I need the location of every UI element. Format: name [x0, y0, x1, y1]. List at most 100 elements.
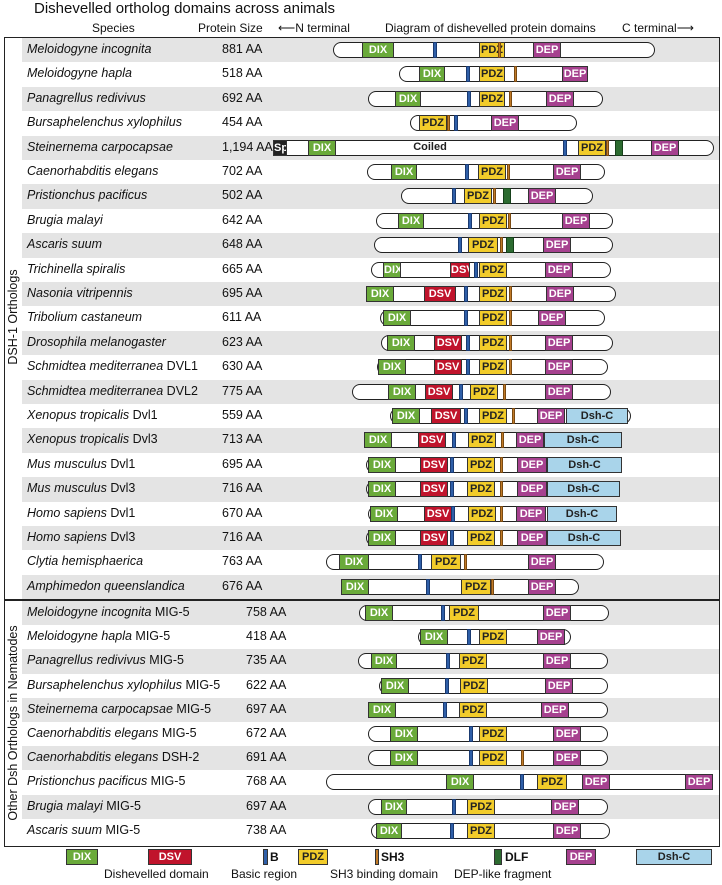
dix-domain: DIX	[390, 750, 418, 767]
dix-domain: DIX	[381, 798, 407, 815]
dep-domain: DEP	[553, 822, 581, 839]
protein-size: 559 AA	[222, 408, 263, 422]
dix-domain: DIX	[368, 456, 396, 473]
basic-region	[474, 261, 478, 278]
dep-domain: DEP	[551, 798, 579, 815]
basic-region	[458, 237, 462, 254]
species-name: Panagrellus redivivus	[27, 90, 146, 105]
dep-domain: DEP	[545, 677, 573, 694]
pdz-domain: PDZ	[419, 115, 447, 132]
dep-domain: DEP	[517, 481, 547, 498]
dsh-c-domain: Dsh-C	[547, 481, 620, 498]
dix-domain: DIX	[376, 822, 402, 839]
basic-region	[467, 629, 471, 646]
protein-size: 716 AA	[222, 530, 263, 544]
sh3-binding	[500, 505, 503, 522]
species-name: Clytia hemisphaerica	[27, 554, 144, 569]
dix-domain: DIX	[365, 605, 393, 621]
dsh-c-domain: Dsh-C	[544, 432, 622, 449]
species-name: Schmidtea mediterranea DVL1	[27, 359, 198, 374]
pdz-domain: PDZ	[431, 554, 461, 571]
dep-domain: DEP	[562, 212, 590, 229]
sh3-binding	[500, 481, 503, 498]
dix-domain: DIX	[395, 90, 421, 107]
dep-domain: DEP	[528, 554, 556, 571]
dep-domain: DEP	[562, 66, 588, 83]
legend-basic-desc: Basic region	[231, 867, 298, 881]
basic-region	[466, 334, 470, 351]
protein-size: 418 AA	[246, 629, 287, 644]
legend-dlf-swatch	[494, 849, 502, 865]
species-name: Homo sapiens Dvl3	[27, 530, 136, 544]
dix-domain: DIX	[362, 42, 394, 58]
basic-region	[446, 653, 450, 670]
dix-domain: DIX	[381, 677, 409, 694]
sh3-binding	[500, 456, 503, 473]
sh3-binding	[507, 164, 510, 180]
dep-domain: DEP	[537, 629, 565, 646]
species-name: Caenorhabditis elegans DSH-2	[27, 750, 200, 765]
basic-region	[441, 605, 445, 621]
protein-size: 692 AA	[222, 90, 263, 105]
dix-domain: DIX	[368, 530, 396, 546]
species-name: Bursaphelenchus xylophilus MIG-5	[27, 677, 221, 692]
protein-size: 454 AA	[222, 115, 263, 130]
pdz-domain: PDZ	[467, 822, 495, 839]
sh3-binding	[498, 42, 501, 58]
protein-size: 642 AA	[222, 212, 263, 227]
basic-region	[418, 554, 422, 571]
protein-size: 716 AA	[222, 481, 263, 496]
protein-size: 775 AA	[222, 383, 263, 398]
dep-domain: DEP	[528, 578, 556, 595]
sh3-binding	[509, 310, 512, 327]
sh3-binding	[503, 383, 506, 400]
dix-domain: DIX	[392, 408, 420, 424]
dix-domain: DIX	[446, 774, 474, 791]
species-name: Nasonia vitripennis	[27, 286, 133, 300]
dix-domain: DIX	[387, 334, 415, 351]
dsh-c-domain: Dsh-C	[547, 530, 621, 546]
pdz-domain: PDZ	[460, 677, 488, 694]
species-name: Steinernema carpocapsae	[27, 139, 173, 154]
sh3-binding	[512, 408, 515, 424]
pdz-domain: PDZ	[479, 408, 507, 424]
dix-domain: DIX	[366, 286, 394, 302]
dep-domain: DEP	[516, 505, 546, 522]
species-name: Meloidogyne incognita	[27, 42, 152, 56]
dep-domain: DEP	[582, 774, 610, 791]
pdz-domain: PDZ	[467, 456, 495, 473]
pdz-domain: PDZ	[449, 605, 479, 621]
basic-region	[450, 456, 454, 473]
dsh-c-domain: Dsh-C	[547, 456, 622, 473]
basic-region	[467, 90, 471, 107]
legend-pdz-swatch: PDZ	[298, 849, 328, 865]
dix-domain: DIX	[388, 383, 416, 400]
protein-size: 763 AA	[222, 554, 263, 569]
sh3-binding	[501, 432, 504, 449]
signal-peptide: Sp	[273, 139, 287, 156]
pdz-domain: PDZ	[537, 774, 567, 791]
pdz-domain: PDZ	[479, 66, 505, 83]
dsh-c-domain: Dsh-C	[547, 505, 617, 522]
dsv-domain: DSV	[431, 408, 461, 424]
size-header: Protein Size	[198, 21, 263, 35]
protein-size: 758 AA	[246, 605, 287, 619]
species-name: Caenorhabditis elegans	[27, 164, 159, 178]
protein-size: 611 AA	[222, 310, 262, 325]
dep-domain: DEP	[685, 774, 713, 791]
basic-region	[443, 701, 447, 718]
protein-size: 670 AA	[222, 505, 263, 520]
basic-region	[452, 188, 456, 205]
pdz-domain: PDZ	[467, 530, 495, 546]
pdz-domain: PDZ	[459, 701, 487, 718]
basic-region	[464, 408, 468, 424]
protein-size: 768 AA	[246, 774, 287, 789]
pdz-domain: PDZ	[479, 359, 507, 376]
sh3-binding	[509, 334, 512, 351]
dix-domain: DIX	[383, 261, 401, 278]
species-name: Schmidtea mediterranea DVL2	[27, 383, 198, 398]
left-arrow-icon: ⟵	[278, 21, 296, 35]
dep-domain: DEP	[491, 115, 519, 132]
protein-size: 648 AA	[222, 237, 263, 252]
basic-region	[459, 383, 463, 400]
